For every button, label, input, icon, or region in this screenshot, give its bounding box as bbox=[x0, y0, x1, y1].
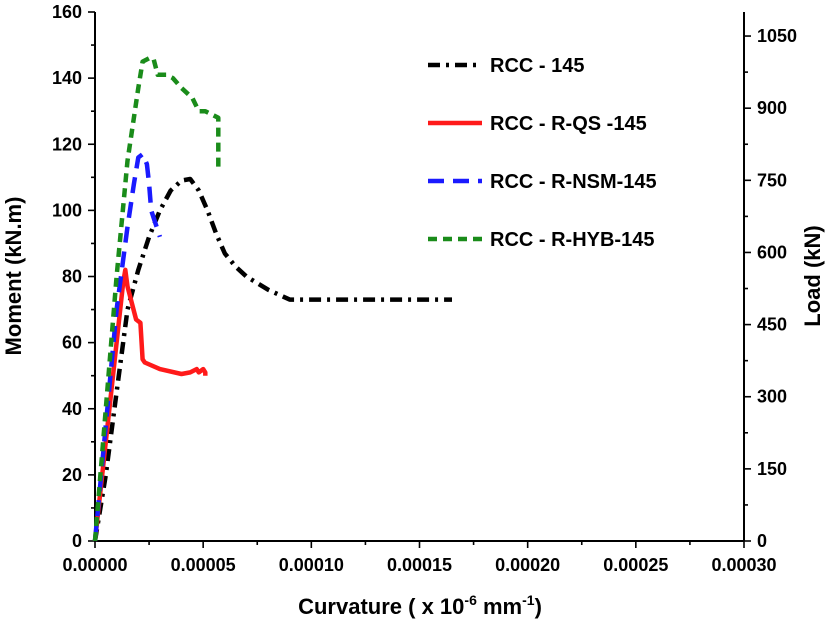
y2-tick-label: 900 bbox=[757, 98, 787, 118]
series-line-3 bbox=[92, 151, 163, 542]
y-tick-label: 20 bbox=[62, 465, 82, 485]
x-tick-label: 0.00020 bbox=[495, 555, 560, 575]
y2-tick-label: 150 bbox=[757, 459, 787, 479]
legend: RCC - 145 RCC - R-QS -145 RCC - R-NSM-145 R… bbox=[428, 55, 657, 251]
y2-tick-label: 600 bbox=[757, 242, 787, 262]
y-tick-label: 60 bbox=[62, 333, 82, 353]
series-lines bbox=[92, 56, 452, 542]
ticks: 0.00000 0.00005 0.00010 0.00015 0.00020 0.000… bbox=[52, 2, 797, 575]
x-tick-label: 0.00015 bbox=[387, 555, 452, 575]
series-line-2 bbox=[92, 267, 208, 542]
y-tick-label: 80 bbox=[62, 267, 82, 287]
legend-label-3: RCC - R-NSM-145 bbox=[490, 171, 657, 193]
y2-tick-label: 450 bbox=[757, 315, 787, 335]
y2-tick-label: 300 bbox=[757, 387, 787, 407]
series-line-1 bbox=[92, 176, 452, 542]
x-tick-label: 0.00025 bbox=[603, 555, 668, 575]
y-axis-title: Moment (kN.m) bbox=[1, 197, 26, 356]
axes bbox=[94, 12, 745, 542]
y2-tick-label: 750 bbox=[757, 170, 787, 190]
x-tick-label: 0.00030 bbox=[711, 555, 776, 575]
y-tick-label: 100 bbox=[52, 200, 82, 220]
legend-label-1: RCC - 145 bbox=[490, 55, 584, 77]
y-tick-label: 140 bbox=[52, 68, 82, 88]
y-tick-label: 120 bbox=[52, 134, 82, 154]
y2-tick-label: 0 bbox=[757, 531, 767, 551]
series-line-4 bbox=[92, 56, 221, 542]
x-tick-label: 0.00010 bbox=[279, 555, 344, 575]
y-tick-label: 0 bbox=[72, 531, 82, 551]
y-tick-label: 40 bbox=[62, 399, 82, 419]
legend-label-2: RCC - R-QS -145 bbox=[490, 113, 647, 135]
x-tick-label: 0.00000 bbox=[62, 555, 127, 575]
y-tick-label: 160 bbox=[52, 2, 82, 22]
y2-tick-label: 1050 bbox=[757, 26, 797, 46]
legend-label-4: RCC - R-HYB-145 bbox=[490, 229, 654, 251]
x-tick-label: 0.00005 bbox=[171, 555, 236, 575]
x-axis-title: Curvature ( x 10-6 mm-1) bbox=[298, 592, 542, 619]
y2-axis-title: Load (kN) bbox=[800, 225, 825, 326]
